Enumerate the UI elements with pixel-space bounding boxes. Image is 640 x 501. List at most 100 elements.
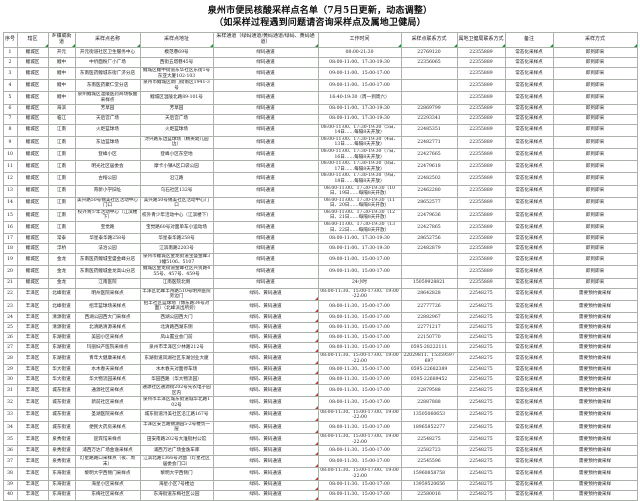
table-cell: 登峰小区 <box>74 147 141 162</box>
table-cell: 2 <box>2 57 18 68</box>
comment-marker-icon <box>314 309 317 312</box>
table-cell: 便民大药房采样点 <box>74 420 141 434</box>
table-cell: 常态化采样点 <box>504 91 554 105</box>
table-row: 33 丰泽区 城东街道 圣湖医院采样点 城东街道浔美社区沿江路167号 绿码、黄码通道 08… <box>2 408 638 422</box>
column-header: 辖区 <box>16 32 49 48</box>
table-cell: 29 <box>2 364 18 376</box>
table-cell: 0595-22682389 <box>400 364 458 376</box>
table-cell: 鲤城区 <box>16 233 49 245</box>
table-cell: 4 <box>2 79 18 93</box>
table-row: 34 丰泽区 城东街道 便民大药房采样点 丰泽区安吉路锦湖园5-2号楼负一层 绿码、黄码通… <box>2 420 638 434</box>
table-cell: 江滨北路1366号对面（灯星社区居委会门口） <box>139 455 214 469</box>
table-cell: 常态化采样点 <box>504 312 554 323</box>
table-cell: 开元街道社区卫生服务中心 <box>74 47 141 58</box>
table-cell: 绿码通道 <box>212 221 319 235</box>
table-cell: 40 <box>2 489 18 501</box>
table-row: 8 鲤城区 江南 火炬篮球场 火炬篮球场 绿码通道 08:00-11:00、17:30-19… <box>2 123 638 137</box>
table-cell: 常态化采样点 <box>504 277 554 289</box>
table-cell: 22355889 <box>456 265 506 279</box>
table-cell: 鲤城区 <box>16 91 49 105</box>
table-cell: 常态化采样点 <box>504 467 554 481</box>
table-cell: 天后宫广场 <box>139 113 214 125</box>
table-cell: 08:00-11:30、15:00-17:00 <box>317 384 402 398</box>
table-row: 2 鲤城区 鲤中 中侨面粉厂小广场 西街五塔巷45号 绿码通道 08:00-11:00、17… <box>2 57 638 68</box>
table-cell: 22482879 <box>400 243 458 255</box>
table-row: 39 丰泽区 东海街道 海星小区采样点 海星小区7号楼边 绿码、黄码通道 08:00-11:… <box>2 479 638 491</box>
table-cell: 登峰小区东空地 <box>139 147 214 162</box>
table-cell: 育新小学旧址 <box>74 184 141 198</box>
table-row: 21 鲤城区 金龙 江南医院 江南医院北侧 绿码通道 24小时 15059928821 2235… <box>2 277 638 289</box>
table-row: 38 丰泽区 东海街道 黎明大学西侧门采样点 黎明大学西侧门 绿码、黄码通道 08:00-1… <box>2 467 638 481</box>
comment-marker-icon <box>314 393 317 396</box>
table-cell: 22548275 <box>456 287 506 301</box>
table-cell: 22355889 <box>456 196 506 210</box>
table-cell: 绿码通道 <box>212 66 319 81</box>
table-cell: 常态化采样点 <box>504 374 554 386</box>
table-cell: 22355889 <box>456 221 506 235</box>
table-cell: 丰泽区 <box>16 467 49 481</box>
table-cell: 31 <box>2 384 18 398</box>
table-cell: 鲤城区 <box>16 135 49 149</box>
table-cell: 09:00-11:00、15:00-17:00 <box>317 79 402 93</box>
table-cell: 常态化采样点 <box>504 253 554 267</box>
table-cell: 28652756 <box>400 233 458 245</box>
table-cell: 33 <box>2 408 18 422</box>
comment-marker-icon <box>314 361 317 364</box>
table-cell: 绿码通道 <box>212 243 319 255</box>
table-cell: 22777726 <box>400 299 458 314</box>
comment-marker-icon <box>314 339 317 342</box>
table-cell: 东南医药聚仁堂分店 <box>74 79 141 93</box>
table-cell: 常态化采样点 <box>504 489 554 501</box>
table-row: 40 丰泽区 东海街道 东梅社区采样点 东海街道东梅社区公园 绿码、黄码通道 08:00-1… <box>2 489 638 501</box>
table-cell: 17 <box>2 233 18 245</box>
table-cell: 华大街道 <box>47 364 76 376</box>
table-cell: 常态化采样点 <box>504 364 554 376</box>
comment-marker-icon <box>314 464 317 467</box>
table-cell: 常态化采样点 <box>504 47 554 58</box>
table-cell: 22582723 <box>400 445 458 457</box>
table-cell: 22029811、15359597697 <box>400 351 458 366</box>
table-row: 7 鲤城区 临江 天后宫广场 天后宫广场 绿码通道 08:00-11:00、17:30-19… <box>2 113 638 125</box>
table-cell: 黎明大学西侧门 <box>139 467 214 481</box>
table-cell: 12 <box>2 172 18 186</box>
table-cell: 需要预约做采样 <box>552 489 638 501</box>
table-cell: 24小时 <box>317 277 402 289</box>
table-cell: 常态化采样点 <box>504 420 554 434</box>
page-title: 泉州市便民核酸采样点名单（7月5日更新，动态调整） <box>207 6 433 16</box>
table-cell: 15 <box>2 208 18 223</box>
filter-marker-icon <box>397 44 400 47</box>
table-cell: 常态化采样点 <box>504 408 554 422</box>
table-cell: 绿码、黄码通道 <box>212 432 319 447</box>
table-cell: 临江 <box>47 113 76 125</box>
table-cell: 常态化采样点 <box>504 57 554 68</box>
table-cell <box>400 91 458 105</box>
table-cell: 鲤城区 <box>16 196 49 210</box>
column-header: 采样点名称 <box>74 32 141 48</box>
table-cell: 江南 <box>47 147 76 162</box>
table-cell: 北清路清源采样点 <box>74 322 141 333</box>
filter-marker-icon <box>633 44 636 47</box>
comment-marker-icon <box>314 349 317 352</box>
column-header: 采样方式 <box>552 32 638 48</box>
table-row: 11 鲤城区 江南 明光社区居委会 摩卡小镇A区口袋公园 绿码通道 08:00-11:00、… <box>2 160 638 174</box>
table-cell: 明州医院采样点 <box>74 287 141 301</box>
table-cell: 东边篮球场 <box>74 135 141 149</box>
table-cell: 常态化采样点 <box>504 445 554 457</box>
table-cell: 08:00-11:00、17:30-19:30（4日、13日……每隔8天开放） <box>317 135 402 149</box>
table-cell: 常态化采样点 <box>504 455 554 469</box>
table-cell: 田安南路202号大淮街村公馆 <box>139 432 214 447</box>
table-cell: 丰泽区 <box>16 489 49 501</box>
table-cell: 绿码、黄码通道 <box>212 299 319 314</box>
table-cell: 08:00-11:30、15:00-17:00 <box>317 489 402 501</box>
table-cell: 22548275 <box>456 351 506 366</box>
table-cell: 14 <box>2 196 18 210</box>
table-cell: 宝觉路 <box>74 221 141 235</box>
table-cell: 22548275 <box>456 408 506 422</box>
table-cell: 浦西万达广场金逸车库 <box>139 445 214 457</box>
table-cell: 22548275 <box>456 322 506 333</box>
filter-marker-icon <box>71 44 74 47</box>
table-cell: 27 <box>2 342 18 353</box>
table-cell: 常态化采样点 <box>504 233 554 245</box>
table-cell: 华大街道 <box>47 374 76 386</box>
table-cell: 城东街道浔美社区沿江路167号 <box>139 408 214 422</box>
